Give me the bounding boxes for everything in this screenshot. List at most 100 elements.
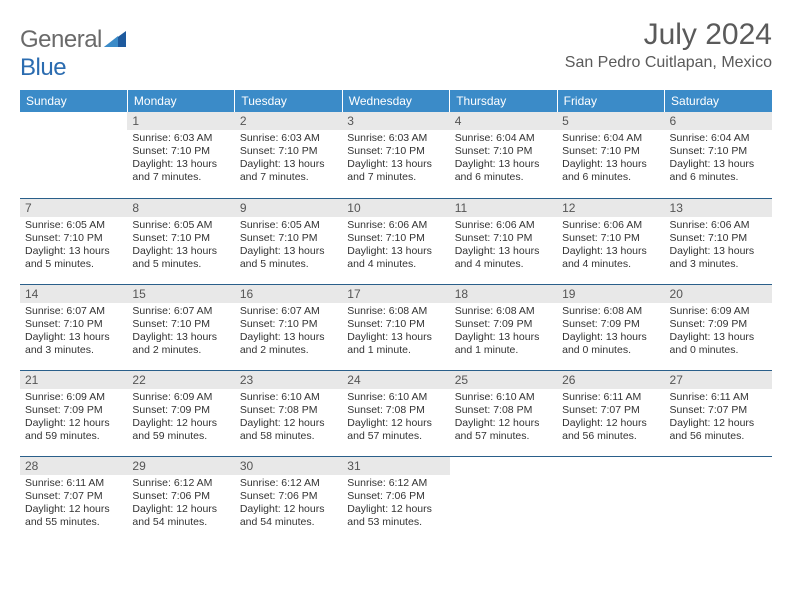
day-details: Sunrise: 6:07 AMSunset: 7:10 PMDaylight:…	[127, 303, 234, 362]
day-number: 27	[665, 371, 772, 389]
day-details: Sunrise: 6:05 AMSunset: 7:10 PMDaylight:…	[20, 217, 127, 276]
daylight-text: Daylight: 13 hours and 3 minutes.	[670, 245, 767, 271]
calendar-day-cell: 14Sunrise: 6:07 AMSunset: 7:10 PMDayligh…	[20, 284, 127, 370]
day-number: 4	[450, 112, 557, 130]
logo-triangle-icon	[104, 26, 126, 54]
sunrise-text: Sunrise: 6:04 AM	[455, 132, 552, 145]
calendar-week-row: 14Sunrise: 6:07 AMSunset: 7:10 PMDayligh…	[20, 284, 772, 370]
day-details: Sunrise: 6:06 AMSunset: 7:10 PMDaylight:…	[665, 217, 772, 276]
daylight-text: Daylight: 13 hours and 3 minutes.	[25, 331, 122, 357]
sunrise-text: Sunrise: 6:11 AM	[25, 477, 122, 490]
sunset-text: Sunset: 7:09 PM	[132, 404, 229, 417]
sunrise-text: Sunrise: 6:06 AM	[670, 219, 767, 232]
calendar-day-cell: 28Sunrise: 6:11 AMSunset: 7:07 PMDayligh…	[20, 456, 127, 542]
day-header: Tuesday	[235, 90, 342, 112]
day-details: Sunrise: 6:08 AMSunset: 7:09 PMDaylight:…	[557, 303, 664, 362]
day-details: Sunrise: 6:03 AMSunset: 7:10 PMDaylight:…	[342, 130, 449, 189]
daylight-text: Daylight: 13 hours and 5 minutes.	[240, 245, 337, 271]
day-details: Sunrise: 6:11 AMSunset: 7:07 PMDaylight:…	[557, 389, 664, 448]
day-details: Sunrise: 6:07 AMSunset: 7:10 PMDaylight:…	[235, 303, 342, 362]
daylight-text: Daylight: 12 hours and 54 minutes.	[132, 503, 229, 529]
calendar-day-cell: 6Sunrise: 6:04 AMSunset: 7:10 PMDaylight…	[665, 112, 772, 198]
calendar-day-cell: 4Sunrise: 6:04 AMSunset: 7:10 PMDaylight…	[450, 112, 557, 198]
sunrise-text: Sunrise: 6:03 AM	[132, 132, 229, 145]
calendar-day-cell: 29Sunrise: 6:12 AMSunset: 7:06 PMDayligh…	[127, 456, 234, 542]
sunset-text: Sunset: 7:10 PM	[670, 232, 767, 245]
day-details: Sunrise: 6:04 AMSunset: 7:10 PMDaylight:…	[450, 130, 557, 189]
sunset-text: Sunset: 7:10 PM	[347, 318, 444, 331]
sunrise-text: Sunrise: 6:05 AM	[132, 219, 229, 232]
day-number: 18	[450, 285, 557, 303]
calendar-day-cell	[665, 456, 772, 542]
sunrise-text: Sunrise: 6:10 AM	[347, 391, 444, 404]
sunset-text: Sunset: 7:09 PM	[670, 318, 767, 331]
calendar-day-cell: 1Sunrise: 6:03 AMSunset: 7:10 PMDaylight…	[127, 112, 234, 198]
sunset-text: Sunset: 7:08 PM	[347, 404, 444, 417]
day-details: Sunrise: 6:07 AMSunset: 7:10 PMDaylight:…	[20, 303, 127, 362]
daylight-text: Daylight: 13 hours and 0 minutes.	[670, 331, 767, 357]
title-block: July 2024 San Pedro Cuitlapan, Mexico	[565, 18, 772, 72]
sunset-text: Sunset: 7:09 PM	[455, 318, 552, 331]
calendar-day-cell: 11Sunrise: 6:06 AMSunset: 7:10 PMDayligh…	[450, 198, 557, 284]
sunrise-text: Sunrise: 6:06 AM	[455, 219, 552, 232]
daylight-text: Daylight: 13 hours and 5 minutes.	[25, 245, 122, 271]
sunrise-text: Sunrise: 6:12 AM	[132, 477, 229, 490]
day-number: 29	[127, 457, 234, 475]
sunrise-text: Sunrise: 6:08 AM	[347, 305, 444, 318]
day-details: Sunrise: 6:10 AMSunset: 7:08 PMDaylight:…	[235, 389, 342, 448]
day-details: Sunrise: 6:03 AMSunset: 7:10 PMDaylight:…	[235, 130, 342, 189]
day-details: Sunrise: 6:12 AMSunset: 7:06 PMDaylight:…	[235, 475, 342, 534]
sunset-text: Sunset: 7:10 PM	[347, 232, 444, 245]
day-details: Sunrise: 6:10 AMSunset: 7:08 PMDaylight:…	[450, 389, 557, 448]
calendar-day-cell: 19Sunrise: 6:08 AMSunset: 7:09 PMDayligh…	[557, 284, 664, 370]
calendar-week-row: 7Sunrise: 6:05 AMSunset: 7:10 PMDaylight…	[20, 198, 772, 284]
sunrise-text: Sunrise: 6:12 AM	[347, 477, 444, 490]
day-number: 14	[20, 285, 127, 303]
calendar-day-cell: 5Sunrise: 6:04 AMSunset: 7:10 PMDaylight…	[557, 112, 664, 198]
sunrise-text: Sunrise: 6:08 AM	[562, 305, 659, 318]
sunrise-text: Sunrise: 6:10 AM	[240, 391, 337, 404]
month-title: July 2024	[565, 18, 772, 52]
calendar-day-cell: 12Sunrise: 6:06 AMSunset: 7:10 PMDayligh…	[557, 198, 664, 284]
day-details: Sunrise: 6:06 AMSunset: 7:10 PMDaylight:…	[450, 217, 557, 276]
sunset-text: Sunset: 7:07 PM	[25, 490, 122, 503]
sunset-text: Sunset: 7:10 PM	[132, 318, 229, 331]
calendar-day-cell: 25Sunrise: 6:10 AMSunset: 7:08 PMDayligh…	[450, 370, 557, 456]
calendar-day-cell: 8Sunrise: 6:05 AMSunset: 7:10 PMDaylight…	[127, 198, 234, 284]
daylight-text: Daylight: 13 hours and 4 minutes.	[455, 245, 552, 271]
calendar-day-cell: 20Sunrise: 6:09 AMSunset: 7:09 PMDayligh…	[665, 284, 772, 370]
location-label: San Pedro Cuitlapan, Mexico	[565, 54, 772, 72]
sunset-text: Sunset: 7:10 PM	[240, 232, 337, 245]
day-details: Sunrise: 6:04 AMSunset: 7:10 PMDaylight:…	[557, 130, 664, 189]
sunset-text: Sunset: 7:07 PM	[670, 404, 767, 417]
sunset-text: Sunset: 7:06 PM	[240, 490, 337, 503]
sunset-text: Sunset: 7:10 PM	[670, 145, 767, 158]
daylight-text: Daylight: 12 hours and 55 minutes.	[25, 503, 122, 529]
day-details: Sunrise: 6:11 AMSunset: 7:07 PMDaylight:…	[665, 389, 772, 448]
calendar-day-cell: 30Sunrise: 6:12 AMSunset: 7:06 PMDayligh…	[235, 456, 342, 542]
day-details: Sunrise: 6:10 AMSunset: 7:08 PMDaylight:…	[342, 389, 449, 448]
sunrise-text: Sunrise: 6:11 AM	[562, 391, 659, 404]
daylight-text: Daylight: 13 hours and 1 minute.	[455, 331, 552, 357]
day-number: 10	[342, 199, 449, 217]
calendar-day-cell: 15Sunrise: 6:07 AMSunset: 7:10 PMDayligh…	[127, 284, 234, 370]
daylight-text: Daylight: 13 hours and 1 minute.	[347, 331, 444, 357]
sunset-text: Sunset: 7:10 PM	[240, 318, 337, 331]
daylight-text: Daylight: 13 hours and 7 minutes.	[347, 158, 444, 184]
sunrise-text: Sunrise: 6:03 AM	[347, 132, 444, 145]
day-number: 30	[235, 457, 342, 475]
day-number: 1	[127, 112, 234, 130]
calendar-day-cell: 10Sunrise: 6:06 AMSunset: 7:10 PMDayligh…	[342, 198, 449, 284]
day-number: 7	[20, 199, 127, 217]
daylight-text: Daylight: 13 hours and 7 minutes.	[132, 158, 229, 184]
day-number: 12	[557, 199, 664, 217]
sunset-text: Sunset: 7:09 PM	[25, 404, 122, 417]
sunset-text: Sunset: 7:10 PM	[562, 145, 659, 158]
calendar-day-cell	[20, 112, 127, 198]
day-details: Sunrise: 6:08 AMSunset: 7:10 PMDaylight:…	[342, 303, 449, 362]
calendar-day-cell: 17Sunrise: 6:08 AMSunset: 7:10 PMDayligh…	[342, 284, 449, 370]
day-header: Sunday	[20, 90, 127, 112]
sunset-text: Sunset: 7:08 PM	[455, 404, 552, 417]
calendar-day-cell: 26Sunrise: 6:11 AMSunset: 7:07 PMDayligh…	[557, 370, 664, 456]
sunrise-text: Sunrise: 6:05 AM	[240, 219, 337, 232]
